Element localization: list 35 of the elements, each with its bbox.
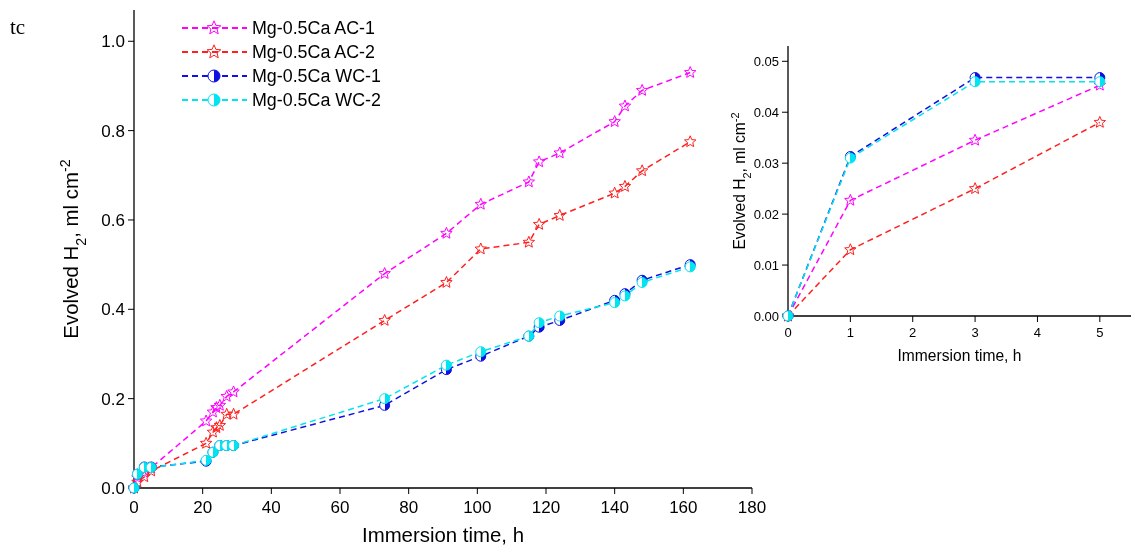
x-tick-label: 180	[737, 498, 767, 517]
y-tick-label: 0.6	[101, 210, 125, 230]
x-tick-label: 80	[399, 498, 419, 517]
x-tick-label: 0	[784, 325, 792, 340]
x-tick-label: 2	[909, 325, 917, 340]
x-tick-label: 100	[463, 498, 492, 517]
text: tc	[10, 15, 26, 39]
y-tick-label: 1.0	[101, 32, 125, 52]
x-tick-label: 60	[330, 498, 350, 517]
y-tick-label: 0.2	[101, 389, 125, 409]
y-tick-label: 0.8	[101, 121, 125, 141]
y-tick-label: 0.4	[101, 300, 125, 320]
x-tick-label: 140	[600, 498, 629, 517]
y-tick-label: 0.0	[101, 478, 125, 498]
y-tick-label: 0.04	[753, 104, 779, 120]
y-tick-label: 0.05	[753, 53, 779, 69]
y-tick-label: 0.00	[753, 308, 779, 324]
x-tick-label: 40	[261, 498, 281, 517]
y-tick-label: 0.03	[753, 155, 779, 171]
legend-label: Mg-0.5Ca WC-1	[252, 66, 381, 87]
x-tick-label: 1	[846, 325, 854, 340]
x-tick-label: 5	[1096, 325, 1104, 340]
legend-label: Mg-0.5Ca AC-2	[252, 42, 376, 63]
legend-label: Mg-0.5Ca AC-1	[252, 18, 376, 39]
x-tick-label: 120	[531, 498, 561, 517]
legend-label: Mg-0.5Ca WC-2	[252, 90, 381, 111]
x-tick-label: 20	[193, 498, 213, 517]
x-axis-title: Immersion time, h	[897, 347, 1022, 365]
x-tick-label: 4	[1033, 325, 1042, 340]
x-axis-title: Immersion time, h	[361, 523, 525, 546]
y-tick-label: 0.02	[753, 206, 779, 222]
x-tick-label: 0	[129, 498, 139, 517]
y-tick-label: 0.01	[753, 257, 779, 273]
x-tick-label: 3	[971, 325, 979, 340]
x-tick-label: 160	[669, 498, 698, 517]
